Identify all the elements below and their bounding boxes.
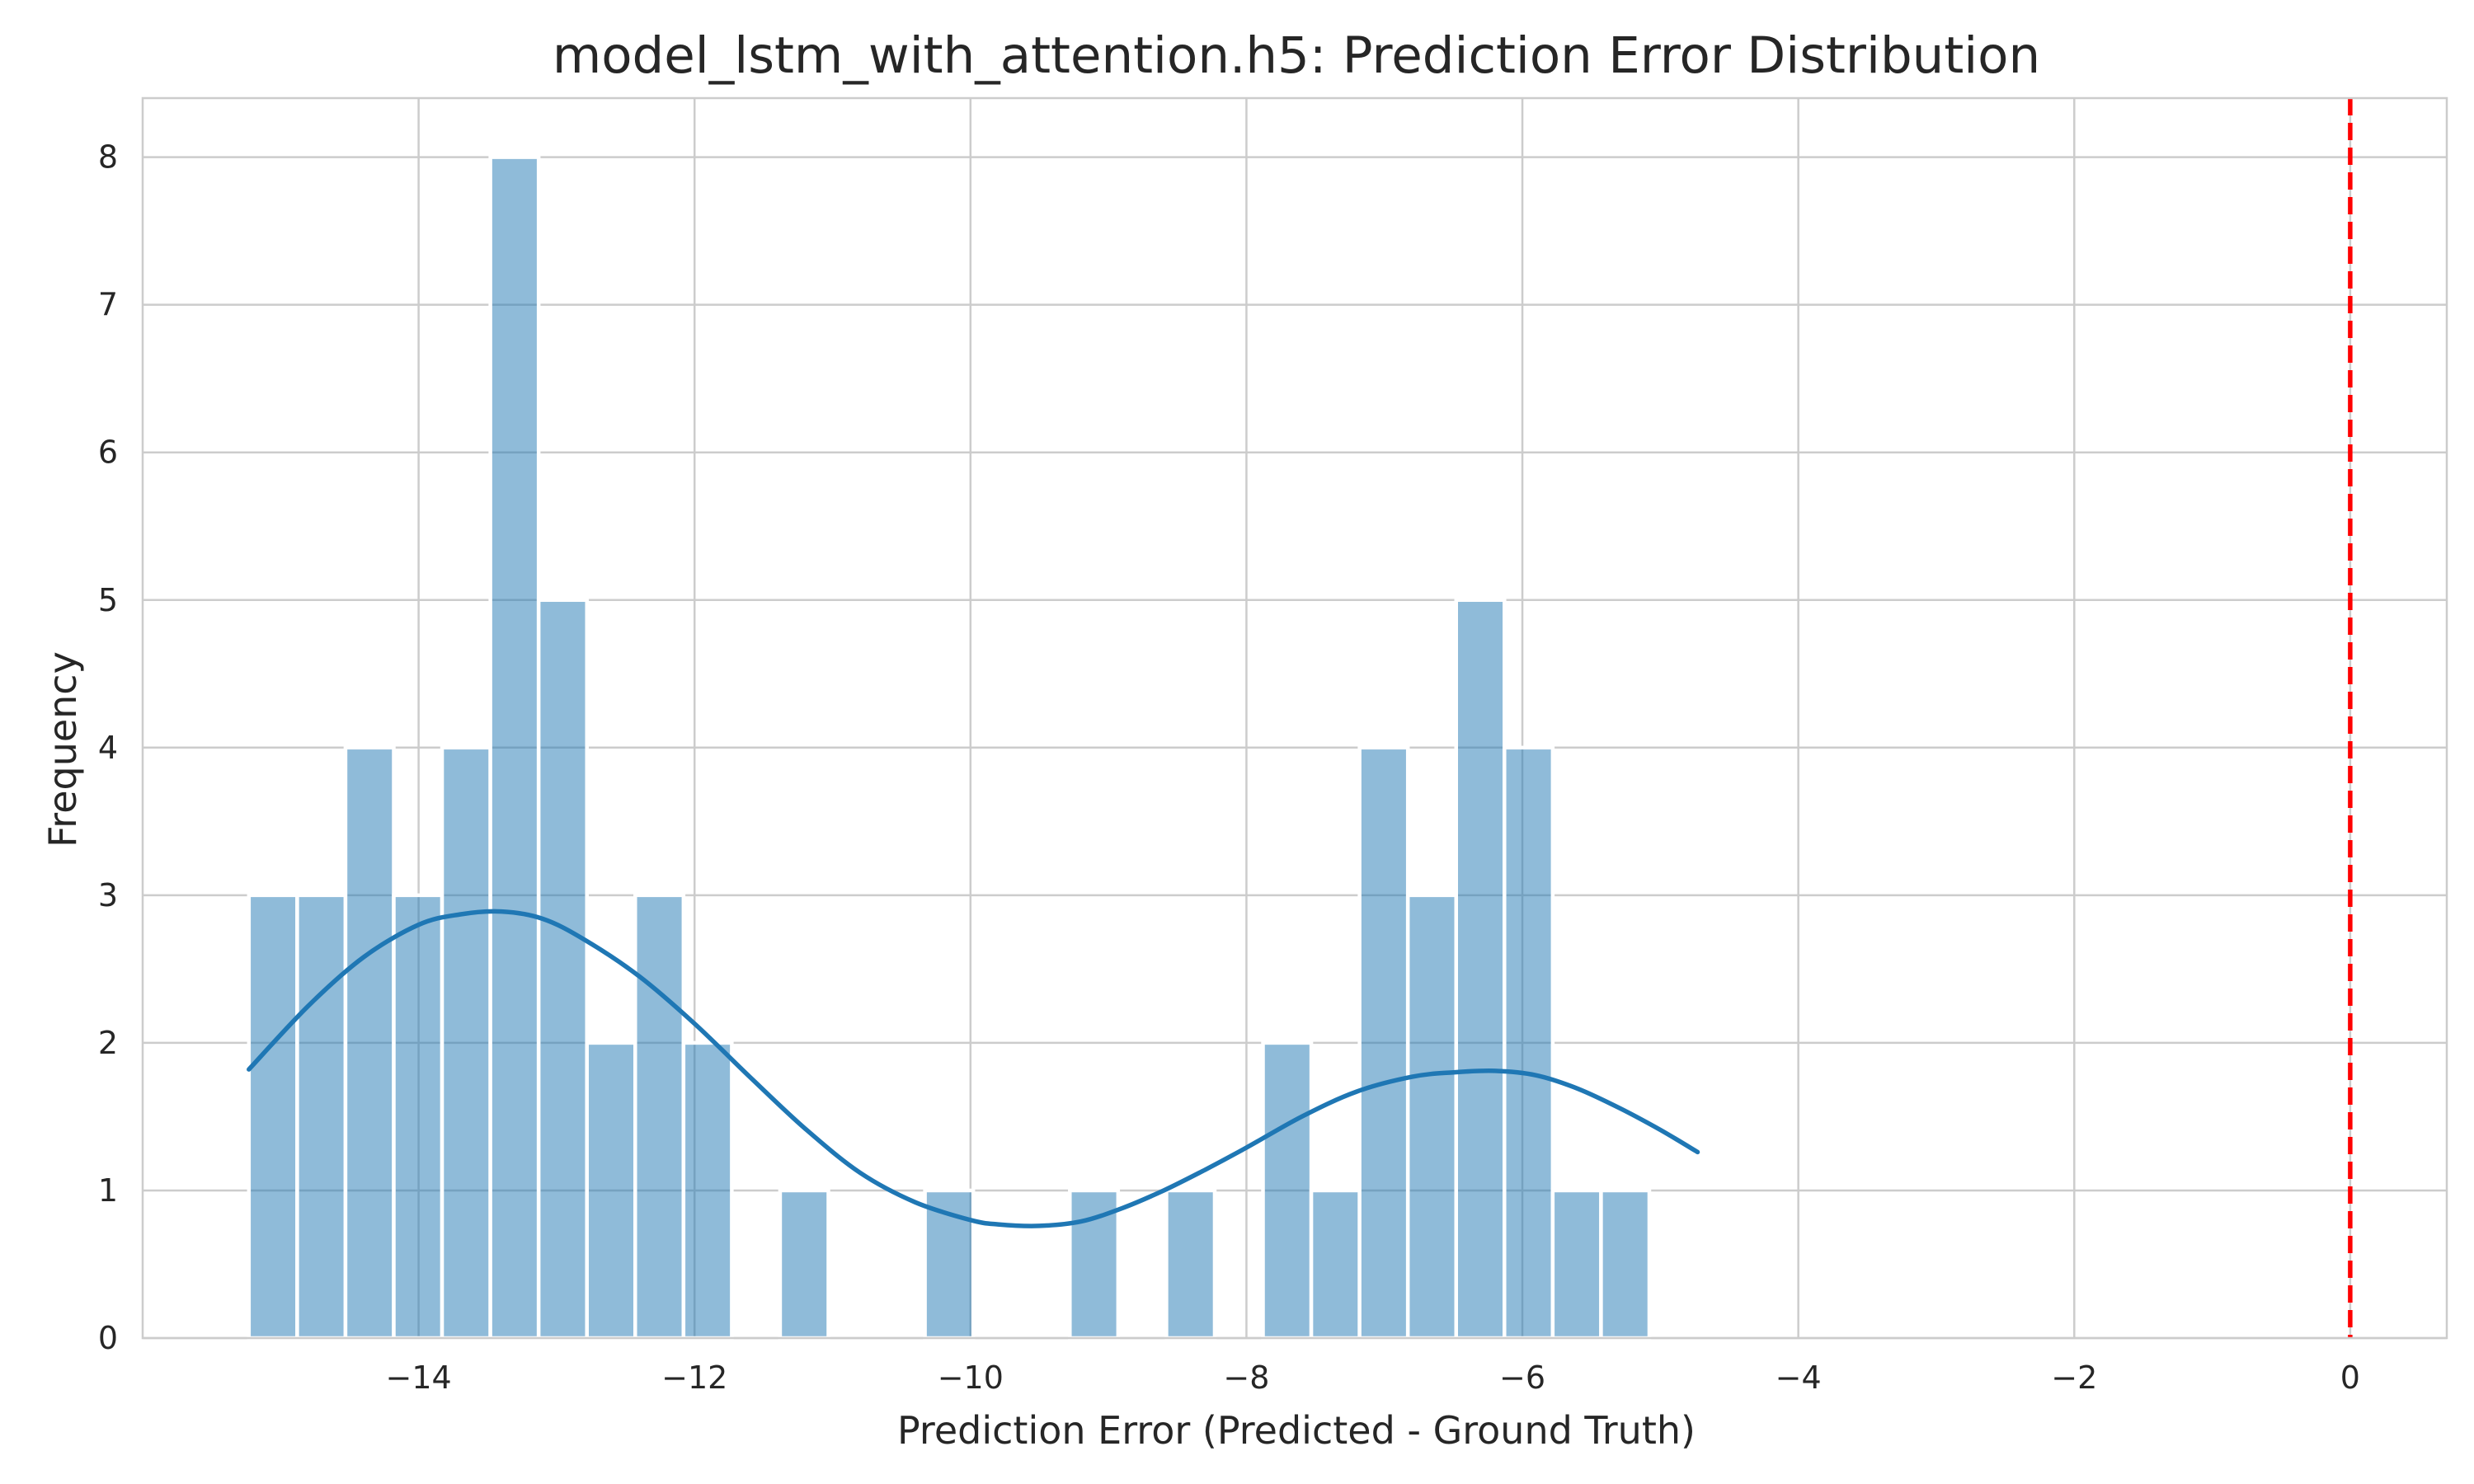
x-tick-label: −6	[1499, 1360, 1545, 1396]
histogram-bar	[488, 155, 541, 1341]
histogram-bar	[1309, 1188, 1362, 1341]
y-tick-label: 7	[98, 287, 118, 323]
y-tick-label: 8	[98, 139, 118, 176]
kde-layer	[247, 909, 1700, 1228]
histogram-bar	[633, 893, 686, 1341]
y-tick-label: 2	[98, 1025, 118, 1061]
histogram-bar	[1405, 893, 1458, 1341]
histogram-bar	[536, 598, 589, 1341]
x-axis-label: Prediction Error (Predicted - Ground Tru…	[897, 1408, 1696, 1453]
y-axis-label: Frequency	[40, 651, 85, 848]
histogram-bar	[392, 893, 444, 1341]
x-tick-label: −10	[938, 1360, 1004, 1396]
y-tick-label: 3	[98, 877, 118, 913]
histogram-bar	[1454, 598, 1507, 1341]
y-tick-label: 5	[98, 582, 118, 618]
x-axis-ticks: −14 −12 −10 −8 −6 −4 −2 0	[386, 1360, 2360, 1396]
x-tick-label: −14	[386, 1360, 452, 1396]
x-tick-label: −4	[1776, 1360, 1822, 1396]
histogram-bar	[247, 893, 299, 1341]
y-tick-label: 1	[98, 1172, 118, 1209]
histogram-bar	[440, 745, 492, 1341]
y-tick-label: 6	[98, 434, 118, 471]
histogram-bar	[1599, 1188, 1652, 1341]
histogram-bar	[1550, 1188, 1603, 1341]
plot-frame	[141, 96, 2448, 1340]
histogram-bar	[295, 893, 348, 1341]
histogram-bar	[1261, 1040, 1314, 1341]
histogram-bar	[1503, 745, 1555, 1341]
histogram-bar	[1357, 745, 1410, 1341]
x-tick-label: −12	[661, 1360, 727, 1396]
histogram-bars	[247, 155, 1652, 1341]
y-axis-ticks: 0 1 2 3 4 5 6 7 8	[98, 139, 118, 1356]
y-tick-label: 0	[98, 1320, 118, 1356]
histogram-bar	[1164, 1188, 1217, 1341]
histogram-bar	[585, 1040, 637, 1341]
histogram-bar	[681, 1040, 734, 1341]
histogram-bar	[778, 1188, 830, 1341]
x-tick-label: −2	[2051, 1360, 2097, 1396]
histogram-bar	[343, 745, 396, 1341]
x-tick-label: −8	[1223, 1360, 1269, 1396]
kde-curve	[247, 909, 1700, 1228]
y-tick-label: 4	[98, 730, 118, 766]
x-tick-label: 0	[2340, 1360, 2360, 1396]
chart-title: model_lstm_with_attention.h5: Prediction…	[553, 26, 2040, 85]
histogram-bar	[1068, 1188, 1121, 1341]
